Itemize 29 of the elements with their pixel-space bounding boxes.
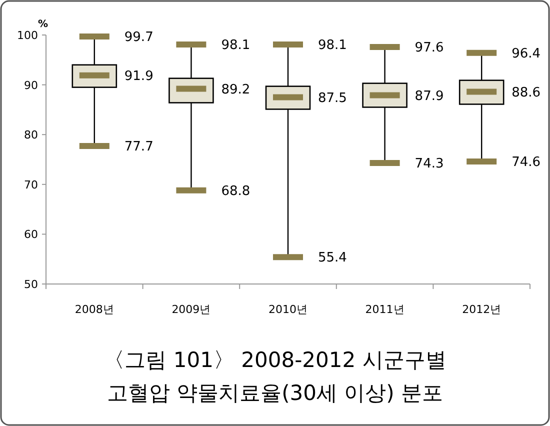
annotation: 98.1 [221, 38, 250, 53]
y-axis-title: % [38, 19, 48, 30]
annotation: 97.6 [414, 40, 444, 56]
y-tick-label: 90 [24, 78, 38, 92]
y-tick-label: 50 [24, 278, 38, 291]
y-tick-label: 60 [24, 228, 38, 242]
annotation: 68.8 [221, 184, 250, 199]
annotation: 74.3 [414, 156, 444, 172]
annotation: 88.6 [512, 85, 541, 100]
x-tick-label: 2011년 [365, 303, 404, 316]
annotation: 98.1 [318, 38, 347, 53]
annotation: 91.9 [124, 68, 154, 84]
annotation: 77.7 [124, 140, 154, 155]
y-tick-label: 70 [24, 178, 38, 192]
annotation: 99.7 [124, 30, 154, 45]
text: 고혈압 약물치료율(30세 이상) 분포 [106, 381, 444, 405]
x-tick-label: 2012년 [462, 303, 502, 316]
annotation: 74.6 [512, 154, 541, 170]
annotation: 55.4 [318, 250, 347, 266]
x-tick-label: 2010년 [268, 303, 308, 316]
y-tick-label: 80 [24, 128, 38, 142]
text: 〈그림 101〉 2008-2012 시군구별 [104, 348, 446, 372]
annotation: 87.9 [414, 88, 444, 104]
x-tick-label: 2008년 [74, 303, 114, 316]
annotation: 87.5 [318, 90, 347, 106]
x-tick-label: 2009년 [172, 303, 211, 316]
y-tick-label: 100 [17, 29, 38, 42]
annotation: 89.2 [221, 82, 250, 98]
annotation: 96.4 [512, 46, 541, 62]
